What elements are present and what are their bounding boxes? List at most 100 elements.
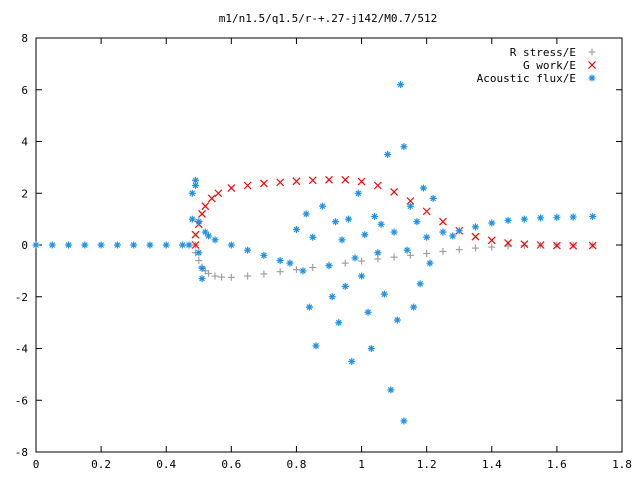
- data-point: [384, 150, 392, 158]
- data-point: [374, 255, 382, 263]
- data-point: [299, 267, 307, 275]
- data-point: [429, 194, 437, 202]
- data-point: [328, 293, 336, 301]
- data-point: [259, 179, 268, 188]
- data-point: [419, 184, 427, 192]
- data-point: [325, 175, 333, 184]
- data-point: [191, 241, 200, 249]
- data-point: [504, 239, 512, 247]
- data-point: [552, 241, 561, 250]
- data-point: [162, 241, 170, 249]
- data-point: [423, 250, 431, 258]
- data-point: [286, 259, 294, 267]
- data-point: [520, 242, 528, 250]
- data-point: [260, 251, 268, 259]
- data-point: [292, 266, 300, 274]
- data-point: [227, 184, 236, 192]
- x-tick-label: 0.6: [221, 458, 241, 471]
- data-point: [455, 246, 463, 254]
- data-point: [207, 194, 216, 203]
- data-point: [537, 214, 545, 222]
- legend-marker: [588, 74, 596, 82]
- x-tick-label: 0: [33, 458, 40, 471]
- data-point: [358, 257, 366, 265]
- data-point: [413, 218, 421, 226]
- data-point: [308, 176, 317, 185]
- x-tick-label: 0.8: [287, 458, 307, 471]
- axis-ticks: 0 0.2 0.4 0.6 0.8 1 1.2 1.4 1.6 1.8 8 6 4 2 0 -2 -4 -6 -8: [15, 32, 632, 471]
- data-point: [227, 241, 235, 249]
- legend-marker: [588, 48, 596, 56]
- data-point: [390, 228, 398, 236]
- data-point: [341, 259, 349, 267]
- y-tick-label: 6: [21, 84, 28, 97]
- data-point: [341, 175, 350, 184]
- data-point: [377, 220, 385, 228]
- y-tick-label: -6: [15, 394, 28, 407]
- data-point: [195, 257, 203, 265]
- data-point: [553, 213, 561, 221]
- data-point: [348, 357, 356, 365]
- data-point: [354, 189, 362, 197]
- data-point: [361, 231, 369, 239]
- y-tick-label: -8: [15, 446, 28, 459]
- data-point: [48, 241, 56, 249]
- data-point: [185, 241, 193, 249]
- data-point: [218, 273, 226, 281]
- series-2: [32, 81, 597, 425]
- data-point: [243, 181, 252, 190]
- data-point: [373, 181, 382, 190]
- series-layer: [32, 81, 597, 425]
- data-point: [260, 270, 268, 278]
- data-point: [439, 247, 447, 255]
- data-point: [410, 303, 418, 311]
- data-point: [589, 213, 597, 221]
- data-point: [400, 417, 408, 425]
- data-point: [244, 246, 252, 254]
- data-point: [276, 178, 285, 187]
- x-tick-label: 0.2: [91, 458, 111, 471]
- data-point: [439, 217, 447, 226]
- data-point: [569, 213, 577, 221]
- data-point: [292, 177, 301, 186]
- legend-label: Acoustic flux/E: [477, 72, 576, 85]
- data-point: [325, 262, 333, 270]
- y-tick-label: -2: [15, 291, 28, 304]
- x-tick-label: 1: [358, 458, 365, 471]
- data-point: [211, 236, 219, 244]
- series-0: [192, 241, 597, 281]
- x-tick-label: 1.2: [417, 458, 437, 471]
- data-point: [188, 189, 196, 197]
- data-point: [371, 213, 379, 221]
- data-point: [305, 303, 313, 311]
- data-point: [292, 225, 300, 233]
- data-point: [390, 253, 398, 261]
- data-point: [487, 236, 496, 245]
- data-point: [309, 264, 317, 272]
- plot-frame: [35, 37, 623, 453]
- legend-label: R stress/E: [510, 46, 576, 59]
- data-point: [195, 249, 203, 257]
- data-point: [192, 176, 200, 184]
- data-point: [455, 227, 463, 235]
- data-point: [130, 241, 138, 249]
- data-point: [214, 189, 223, 198]
- data-point: [195, 218, 203, 226]
- data-point: [113, 241, 121, 249]
- data-point: [198, 264, 206, 272]
- data-point: [367, 345, 375, 352]
- data-point: [397, 81, 405, 89]
- data-point: [146, 241, 154, 249]
- data-point: [472, 244, 479, 252]
- data-point: [244, 272, 252, 280]
- y-tick-label: 8: [21, 32, 28, 45]
- data-point: [198, 210, 206, 218]
- data-point: [488, 219, 496, 227]
- x-tick-label: 1.6: [547, 458, 567, 471]
- legend-label: G work/E: [523, 59, 576, 72]
- data-point: [403, 246, 411, 254]
- data-point: [520, 215, 528, 223]
- data-point: [345, 215, 353, 223]
- data-point: [390, 188, 399, 196]
